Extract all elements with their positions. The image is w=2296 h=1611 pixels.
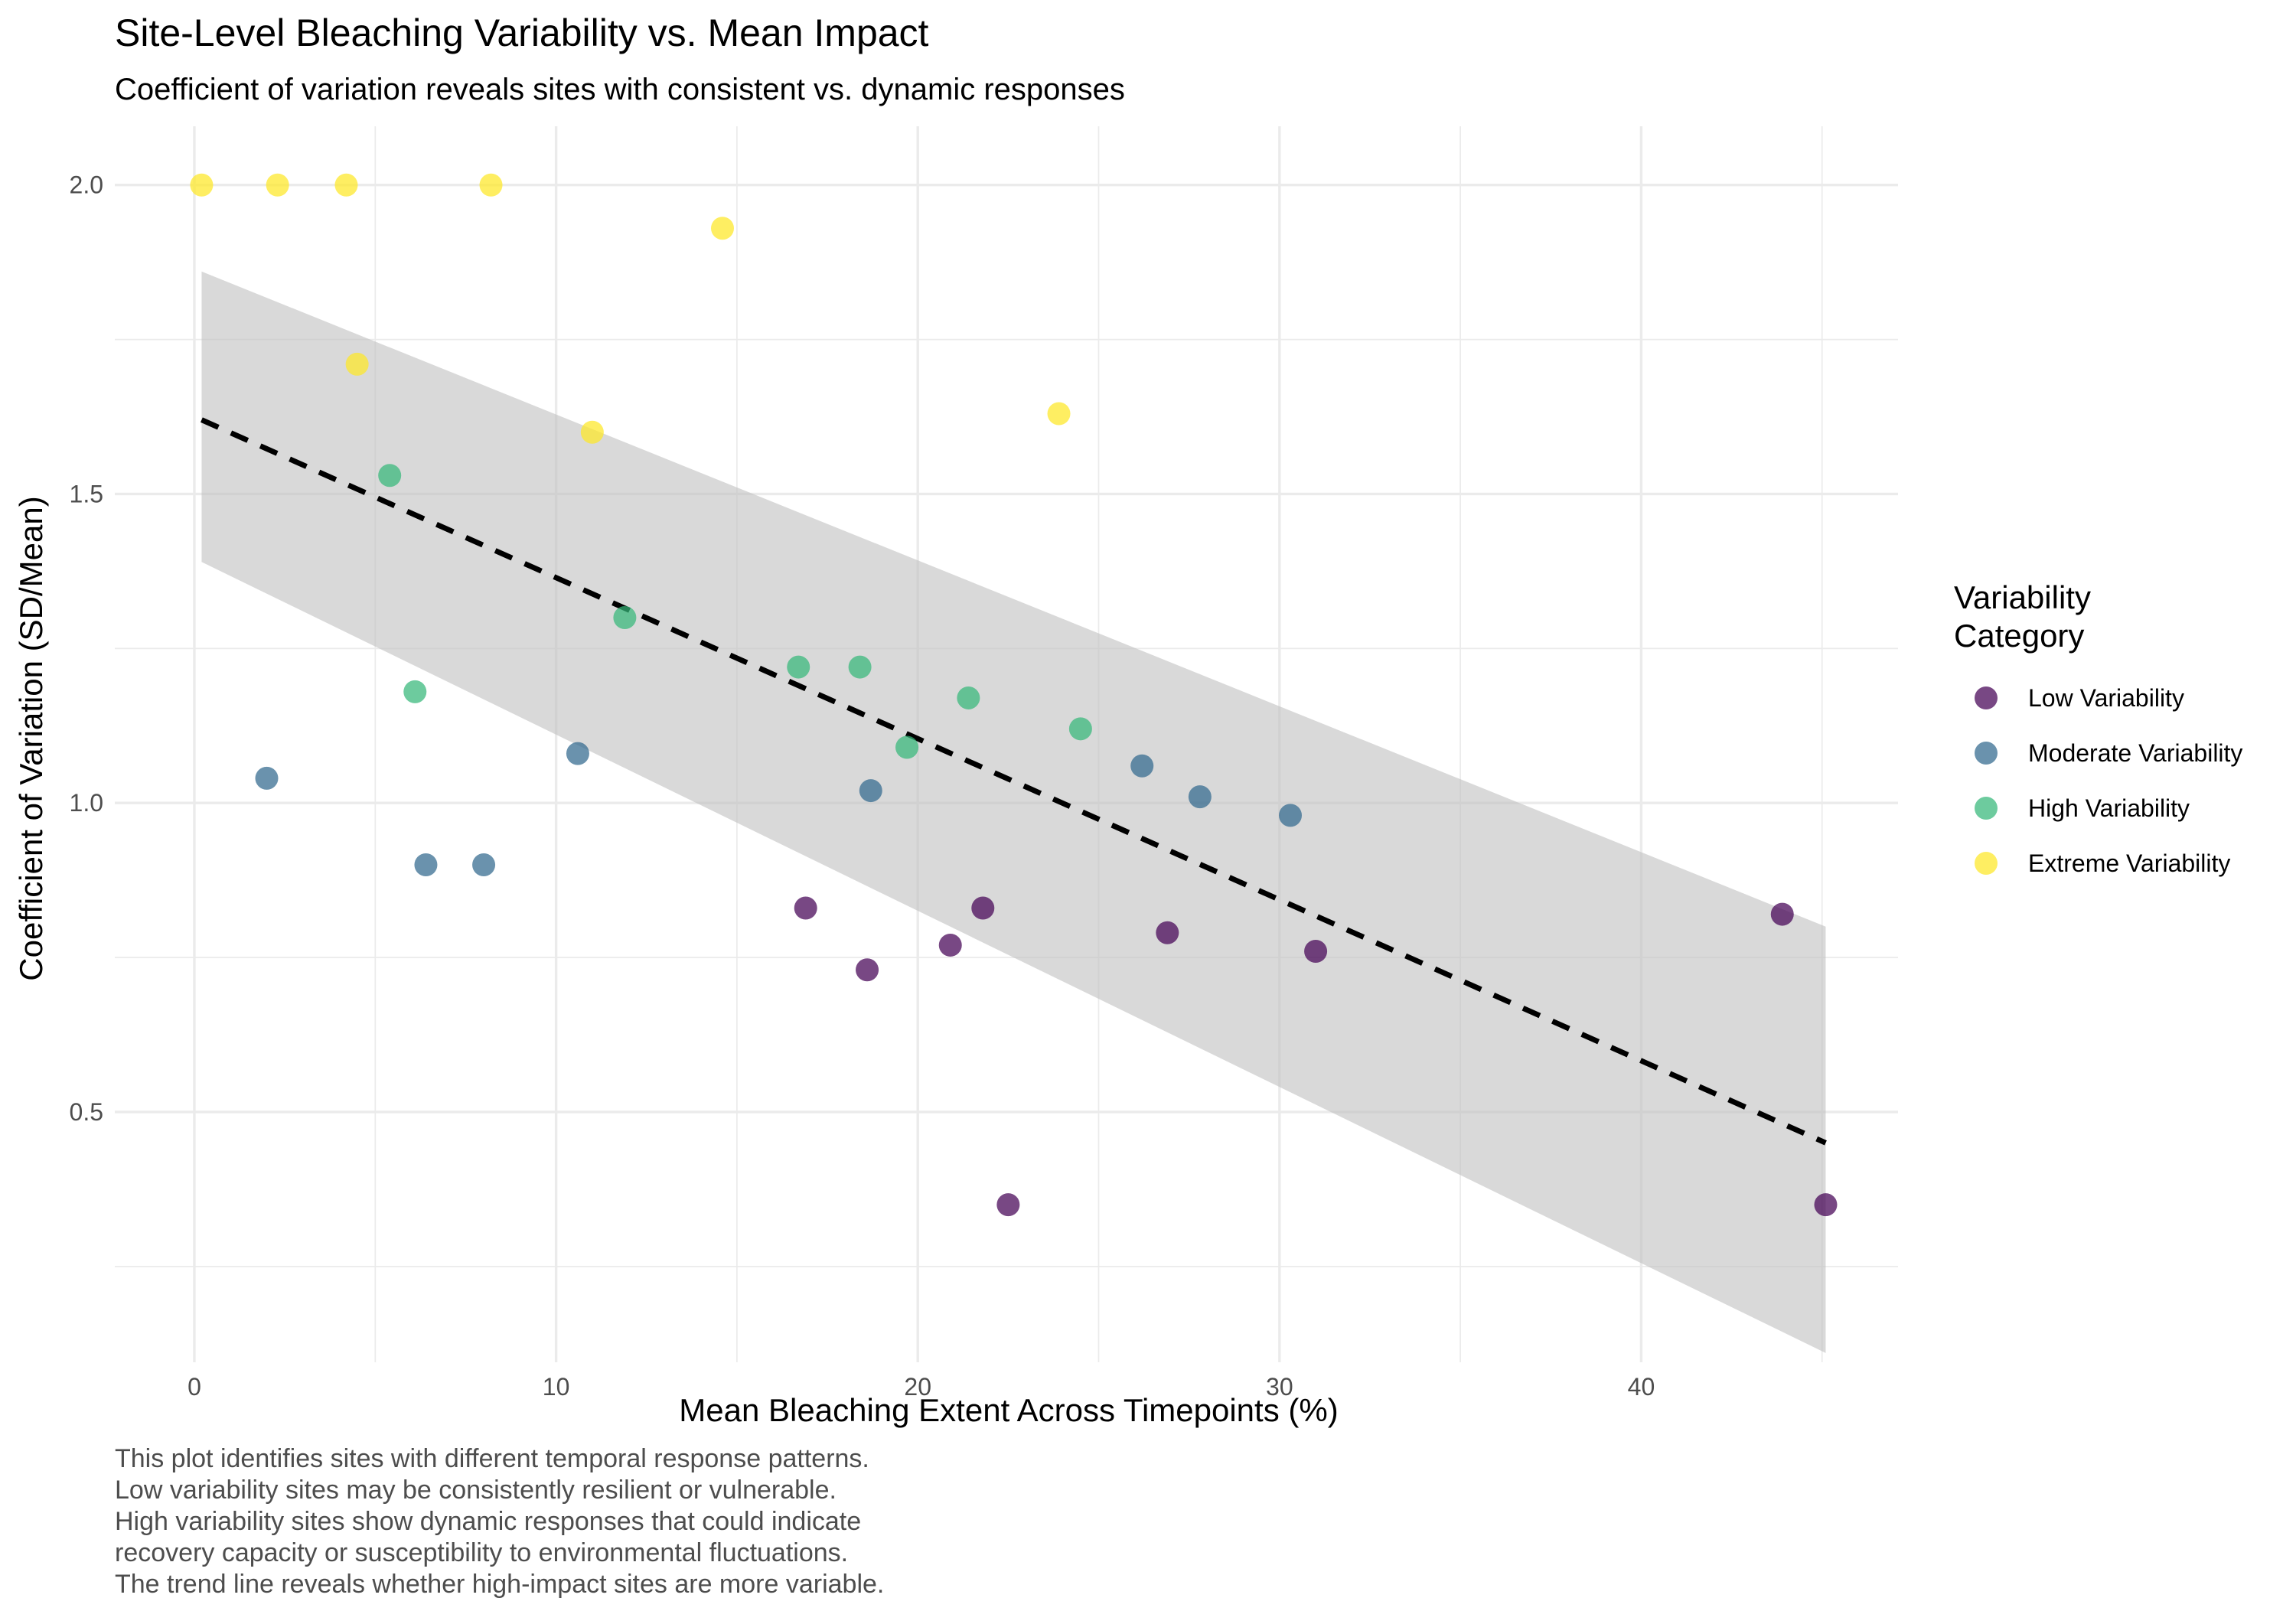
legend: Variability Category Low Variability Mode… <box>1954 579 2242 877</box>
point-low-variability <box>856 958 879 982</box>
x-tick-label: 30 <box>1266 1373 1293 1401</box>
y-axis-title: Coefficient of Variation (SD/Mean) <box>13 496 49 980</box>
point-high-variability <box>1068 717 1092 741</box>
point-low-variability <box>1156 921 1179 944</box>
point-low-variability <box>1770 902 1794 926</box>
y-tick-label: 2.0 <box>70 171 103 199</box>
point-low-variability <box>794 896 817 920</box>
point-moderate-variability <box>472 853 496 876</box>
point-low-variability <box>971 896 995 920</box>
chart-subtitle: Coefficient of variation reveals sites w… <box>115 73 1125 106</box>
legend-items: Low Variability Moderate Variability High … <box>1975 684 2242 877</box>
y-tick-label: 1.0 <box>70 789 103 817</box>
plot-panel <box>115 126 1898 1362</box>
x-tick-label: 20 <box>904 1373 931 1401</box>
point-moderate-variability <box>1188 785 1212 809</box>
point-high-variability <box>378 464 402 488</box>
chart-title: Site-Level Bleaching Variability vs. Mea… <box>115 11 929 54</box>
legend-key-high-variability <box>1975 797 1998 820</box>
point-extreme-variability <box>710 217 734 240</box>
point-moderate-variability <box>566 742 589 765</box>
point-extreme-variability <box>266 173 289 197</box>
data-points <box>190 173 1838 1217</box>
point-low-variability <box>996 1193 1020 1217</box>
x-tick-label: 0 <box>188 1373 201 1401</box>
trend-line-layer <box>201 417 1827 1146</box>
x-tick-label: 10 <box>543 1373 570 1401</box>
point-low-variability <box>1814 1193 1838 1217</box>
trend-line <box>201 417 1827 1146</box>
legend-label-moderate-variability: Moderate Variability <box>2028 739 2242 767</box>
point-low-variability <box>938 933 962 957</box>
caption-line-4: recovery capacity or susceptibility to e… <box>115 1538 848 1567</box>
confidence-band-layer <box>201 271 1826 1353</box>
point-high-variability <box>848 655 872 679</box>
point-moderate-variability <box>859 779 882 803</box>
legend-key-moderate-variability <box>1975 742 1998 765</box>
point-extreme-variability <box>479 173 503 197</box>
legend-title-line-2: Category <box>1954 618 2084 654</box>
point-moderate-variability <box>414 853 438 876</box>
x-tick-label: 40 <box>1628 1373 1655 1401</box>
y-tick-label: 1.5 <box>70 480 103 507</box>
x-axis-tick-labels: 0 10 20 30 40 <box>188 1373 1655 1401</box>
confidence-band <box>201 271 1826 1353</box>
point-extreme-variability <box>334 173 358 197</box>
major-gridlines <box>115 126 1898 1362</box>
legend-key-extreme-variability <box>1975 852 1998 875</box>
point-moderate-variability <box>1130 754 1154 778</box>
caption-line-1: This plot identifies sites with differen… <box>115 1444 869 1473</box>
point-high-variability <box>957 686 980 709</box>
legend-title-line-1: Variability <box>1954 579 2091 615</box>
caption-line-2: Low variability sites may be consistentl… <box>115 1476 837 1505</box>
caption: This plot identifies sites with differen… <box>115 1444 884 1599</box>
y-axis-tick-labels: 0.5 1.0 1.5 2.0 <box>70 171 103 1126</box>
legend-label-high-variability: High Variability <box>2028 794 2190 822</box>
legend-key-low-variability <box>1975 686 1998 709</box>
x-axis-title: Mean Bleaching Extent Across Timepoints … <box>679 1392 1338 1428</box>
legend-label-extreme-variability: Extreme Variability <box>2028 850 2230 877</box>
point-high-variability <box>787 655 810 679</box>
point-high-variability <box>613 605 637 629</box>
caption-line-3: High variability sites show dynamic resp… <box>115 1507 861 1536</box>
legend-label-low-variability: Low Variability <box>2028 684 2184 712</box>
point-moderate-variability <box>255 766 279 790</box>
point-extreme-variability <box>580 420 604 444</box>
point-extreme-variability <box>190 173 214 197</box>
point-extreme-variability <box>345 352 369 376</box>
point-high-variability <box>895 735 919 759</box>
point-moderate-variability <box>1279 804 1303 827</box>
caption-line-5: The trend line reveals whether high-impa… <box>115 1570 884 1599</box>
point-high-variability <box>403 680 427 703</box>
y-tick-label: 0.5 <box>70 1098 103 1126</box>
point-extreme-variability <box>1047 402 1071 426</box>
point-low-variability <box>1304 940 1328 964</box>
